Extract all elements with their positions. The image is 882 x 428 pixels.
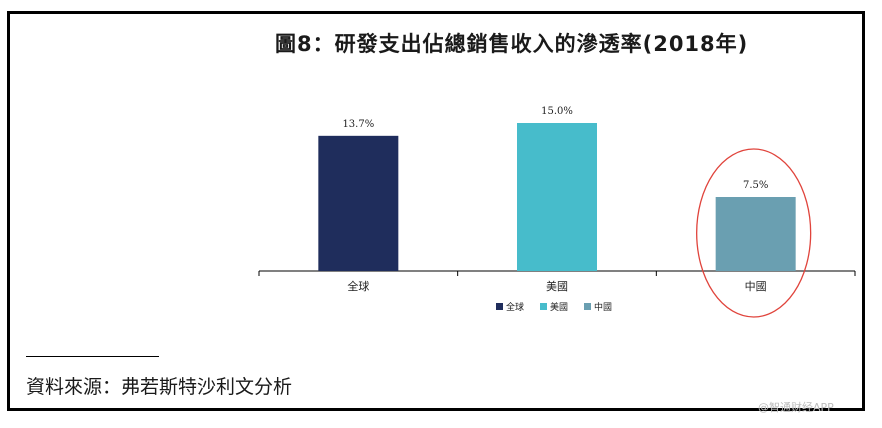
legend-label-1: 全球 — [506, 301, 524, 313]
x-tick-label-2: 美國 — [546, 280, 568, 293]
x-tick-label-3: 中國 — [745, 280, 767, 293]
bar-1 — [318, 135, 399, 271]
source-note: 資料來源：弗若斯特沙利文分析 — [26, 376, 293, 398]
watermark: @智通财经APP — [758, 401, 834, 414]
x-tick-label-1: 全球 — [347, 279, 369, 293]
data-label-3: 7.5% — [743, 180, 768, 191]
source-divider — [26, 356, 159, 357]
legend-swatch-3 — [584, 303, 591, 310]
legend-swatch-1 — [496, 303, 503, 310]
data-label-2: 15.0% — [541, 106, 573, 117]
legend-label-2: 美國 — [550, 301, 568, 313]
bar-3 — [715, 197, 796, 271]
highlight-circle — [696, 148, 812, 318]
bar-2 — [517, 123, 597, 271]
legend-label-3: 中國 — [594, 301, 612, 313]
legend-swatch-2 — [540, 303, 547, 310]
data-label-1: 13.7% — [342, 119, 374, 130]
chart-title: 圖8：研發支出佔總銷售收入的滲透率(2018年) — [275, 32, 749, 56]
